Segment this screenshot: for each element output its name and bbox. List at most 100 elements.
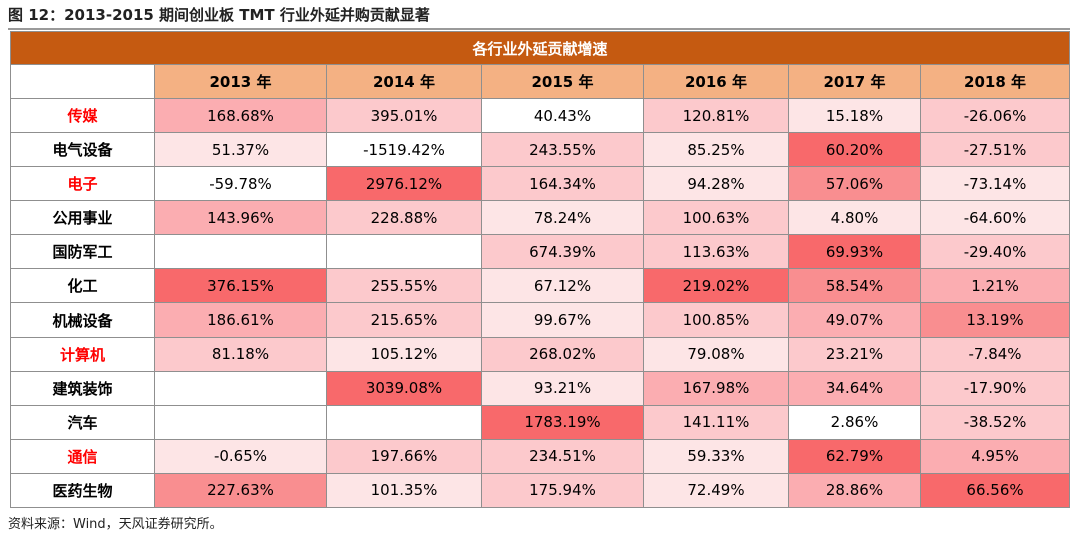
title-divider — [8, 28, 1070, 30]
growth-value-cell — [326, 234, 482, 270]
growth-value-cell: 99.67% — [481, 302, 644, 338]
growth-value-cell: 81.18% — [154, 336, 327, 372]
growth-value-cell: -38.52% — [919, 404, 1071, 440]
industry-name: 传媒 — [10, 97, 155, 134]
growth-value-cell: 1.21% — [919, 268, 1071, 304]
year-header: 2016 年 — [643, 64, 789, 99]
table-row: 汽车 1783.19% 141.11% 2.86% -38.52% — [10, 404, 1071, 440]
growth-value-cell: 60.20% — [788, 132, 921, 168]
growth-value-cell: 72.49% — [643, 472, 789, 509]
growth-value-cell: 3039.08% — [326, 370, 482, 406]
growth-value-cell: 34.64% — [788, 370, 921, 406]
industry-name: 电气设备 — [10, 132, 155, 168]
growth-value-cell: 674.39% — [481, 234, 644, 270]
industry-name: 机械设备 — [10, 302, 155, 338]
growth-value-cell: 67.12% — [481, 268, 644, 304]
growth-value-cell: 93.21% — [481, 370, 644, 406]
growth-value-cell: 164.34% — [481, 166, 644, 202]
growth-value-cell — [154, 370, 327, 406]
growth-value-cell: 57.06% — [788, 166, 921, 202]
growth-value-cell: 94.28% — [643, 166, 789, 202]
growth-value-cell: 167.98% — [643, 370, 789, 406]
growth-value-cell: 268.02% — [481, 336, 644, 372]
growth-value-cell: 197.66% — [326, 438, 482, 474]
growth-value-cell: 49.07% — [788, 302, 921, 338]
growth-table: 各行业外延贡献增速 2013 年 2014 年 2015 年 2016 年 20… — [9, 31, 1071, 509]
growth-value-cell: 51.37% — [154, 132, 327, 168]
industry-name: 医药生物 — [10, 472, 155, 509]
year-header: 2014 年 — [326, 64, 482, 99]
growth-value-cell: 376.15% — [154, 268, 327, 304]
growth-value-cell: -59.78% — [154, 166, 327, 202]
growth-value-cell: 228.88% — [326, 200, 482, 236]
growth-value-cell: 101.35% — [326, 472, 482, 509]
growth-value-cell — [154, 404, 327, 440]
growth-value-cell: 168.68% — [154, 97, 327, 134]
year-header-row: 2013 年 2014 年 2015 年 2016 年 2017 年 2018 … — [10, 64, 1071, 99]
growth-value-cell: 141.11% — [643, 404, 789, 440]
growth-value-cell: 15.18% — [788, 97, 921, 134]
figure-title: 图 12：2013-2015 期间创业板 TMT 行业外延并购贡献显著 — [8, 6, 430, 24]
growth-value-cell: 58.54% — [788, 268, 921, 304]
table-row: 建筑装饰 3039.08% 93.21% 167.98% 34.64% -17.90% — [10, 370, 1071, 406]
table-row: 国防军工 674.39% 113.63% 69.93% -29.40% — [10, 234, 1071, 270]
growth-value-cell: 23.21% — [788, 336, 921, 372]
growth-value-cell: 100.85% — [643, 302, 789, 338]
growth-value-cell: 66.56% — [919, 472, 1071, 509]
growth-value-cell: 40.43% — [481, 97, 644, 134]
growth-value-cell — [154, 234, 327, 270]
industry-name: 公用事业 — [10, 200, 155, 236]
growth-value-cell: 120.81% — [643, 97, 789, 134]
growth-value-cell: 255.55% — [326, 268, 482, 304]
table-row: 计算机 81.18% 105.12% 268.02% 79.08% 23.21% -7.84… — [10, 336, 1071, 372]
table-row: 传媒 168.68% 395.01% 40.43% 120.81% 15.18% -26.0… — [10, 97, 1071, 134]
industry-name: 电子 — [10, 166, 155, 202]
growth-value-cell: -17.90% — [919, 370, 1071, 406]
growth-value-cell: 4.80% — [788, 200, 921, 236]
table-row: 通信 -0.65% 197.66% 234.51% 59.33% 62.79% 4.95% — [10, 438, 1071, 474]
growth-value-cell: 85.25% — [643, 132, 789, 168]
growth-value-cell: 28.86% — [788, 472, 921, 509]
growth-value-cell: -1519.42% — [326, 132, 482, 168]
growth-value-cell: -26.06% — [919, 97, 1071, 134]
growth-value-cell: 69.93% — [788, 234, 921, 270]
growth-value-cell: 59.33% — [643, 438, 789, 474]
growth-value-cell: -27.51% — [919, 132, 1071, 168]
growth-value-cell: 78.24% — [481, 200, 644, 236]
growth-value-cell: 79.08% — [643, 336, 789, 372]
table-row: 电子 -59.78% 2976.12% 164.34% 94.28% 57.06% -73.… — [10, 166, 1071, 202]
year-header: 2015 年 — [481, 64, 644, 99]
growth-value-cell: 113.63% — [643, 234, 789, 270]
growth-value-cell: -29.40% — [919, 234, 1071, 270]
growth-value-cell: 105.12% — [326, 336, 482, 372]
growth-value-cell: 1783.19% — [481, 404, 644, 440]
growth-value-cell: -64.60% — [919, 200, 1071, 236]
industry-name: 国防军工 — [10, 234, 155, 270]
growth-value-cell: -0.65% — [154, 438, 327, 474]
growth-value-cell: 395.01% — [326, 97, 482, 134]
table-row: 机械设备 186.61% 215.65% 99.67% 100.85% 49.07% 13.… — [10, 302, 1071, 338]
growth-value-cell: 215.65% — [326, 302, 482, 338]
table-row: 医药生物 227.63% 101.35% 175.94% 72.49% 28.86% 66.… — [10, 472, 1071, 509]
year-header: 2018 年 — [919, 64, 1071, 99]
growth-value-cell: 100.63% — [643, 200, 789, 236]
industry-name: 通信 — [10, 438, 155, 474]
table-row: 电气设备 51.37% -1519.42% 243.55% 85.25% 60.20% -2… — [10, 132, 1071, 168]
industry-name: 建筑装饰 — [10, 370, 155, 406]
growth-value-cell: 2976.12% — [326, 166, 482, 202]
growth-value-cell: -73.14% — [919, 166, 1071, 202]
industry-name: 汽车 — [10, 404, 155, 440]
year-header: 2013 年 — [154, 64, 327, 99]
growth-value-cell: 186.61% — [154, 302, 327, 338]
table-row: 化工 376.15% 255.55% 67.12% 219.02% 58.54% 1.21% — [10, 268, 1071, 304]
growth-value-cell: 2.86% — [788, 404, 921, 440]
growth-value-cell: 4.95% — [919, 438, 1071, 474]
growth-value-cell: 143.96% — [154, 200, 327, 236]
growth-value-cell: 175.94% — [481, 472, 644, 509]
table-banner: 各行业外延贡献增速 — [9, 31, 1071, 65]
corner-cell — [10, 64, 155, 99]
growth-value-cell: 234.51% — [481, 438, 644, 474]
growth-value-cell: 243.55% — [481, 132, 644, 168]
growth-value-cell: 227.63% — [154, 472, 327, 509]
source-note: 资料来源：Wind，天风证券研究所。 — [8, 517, 223, 532]
